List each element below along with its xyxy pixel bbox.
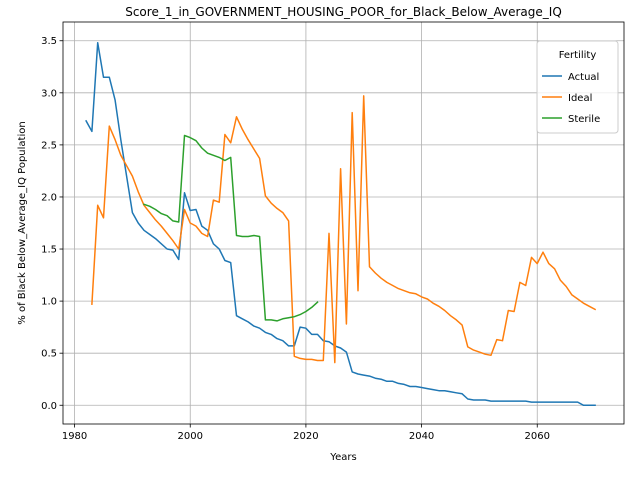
legend-label-sterile: Sterile (568, 114, 600, 125)
y-tick-label: 0.0 (41, 401, 57, 412)
y-tick-label: 0.5 (41, 349, 57, 360)
legend-title: Fertility (559, 50, 597, 61)
x-tick-label: 2020 (293, 431, 318, 442)
legend: Fertility Actual Ideal Sterile (536, 40, 619, 134)
chart-title: Score_1_in_GOVERNMENT_HOUSING_POOR_for_B… (125, 5, 562, 19)
y-axis-label: % of Black Below_Average_IQ Population (17, 121, 28, 324)
legend-label-actual: Actual (568, 72, 599, 83)
series-line-ideal (91, 95, 597, 364)
series-lines (85, 42, 597, 407)
y-tick-label: 1.5 (41, 245, 57, 256)
x-tick-label: 2060 (525, 431, 550, 442)
series-line-sterile (143, 134, 319, 322)
x-tick-label: 2000 (178, 431, 203, 442)
x-tick-label: 1980 (62, 431, 87, 442)
plot-frame (62, 21, 625, 425)
y-tick-label: 3.0 (41, 88, 57, 99)
series-line-actual (85, 42, 596, 407)
x-tick-label: 2040 (409, 431, 434, 442)
y-tick-label: 2.5 (41, 140, 57, 151)
y-tick-label: 1.0 (41, 297, 57, 308)
axis-ticks: 1980 2000 2020 2040 2060 0.0 0.5 1.0 1.5 2.0 2.5 3.… (41, 36, 550, 442)
x-axis-label: Years (329, 452, 356, 463)
legend-label-ideal: Ideal (568, 93, 592, 104)
y-tick-label: 2.0 (41, 192, 57, 203)
legend-box (536, 40, 619, 134)
y-tick-label: 3.5 (41, 36, 57, 47)
